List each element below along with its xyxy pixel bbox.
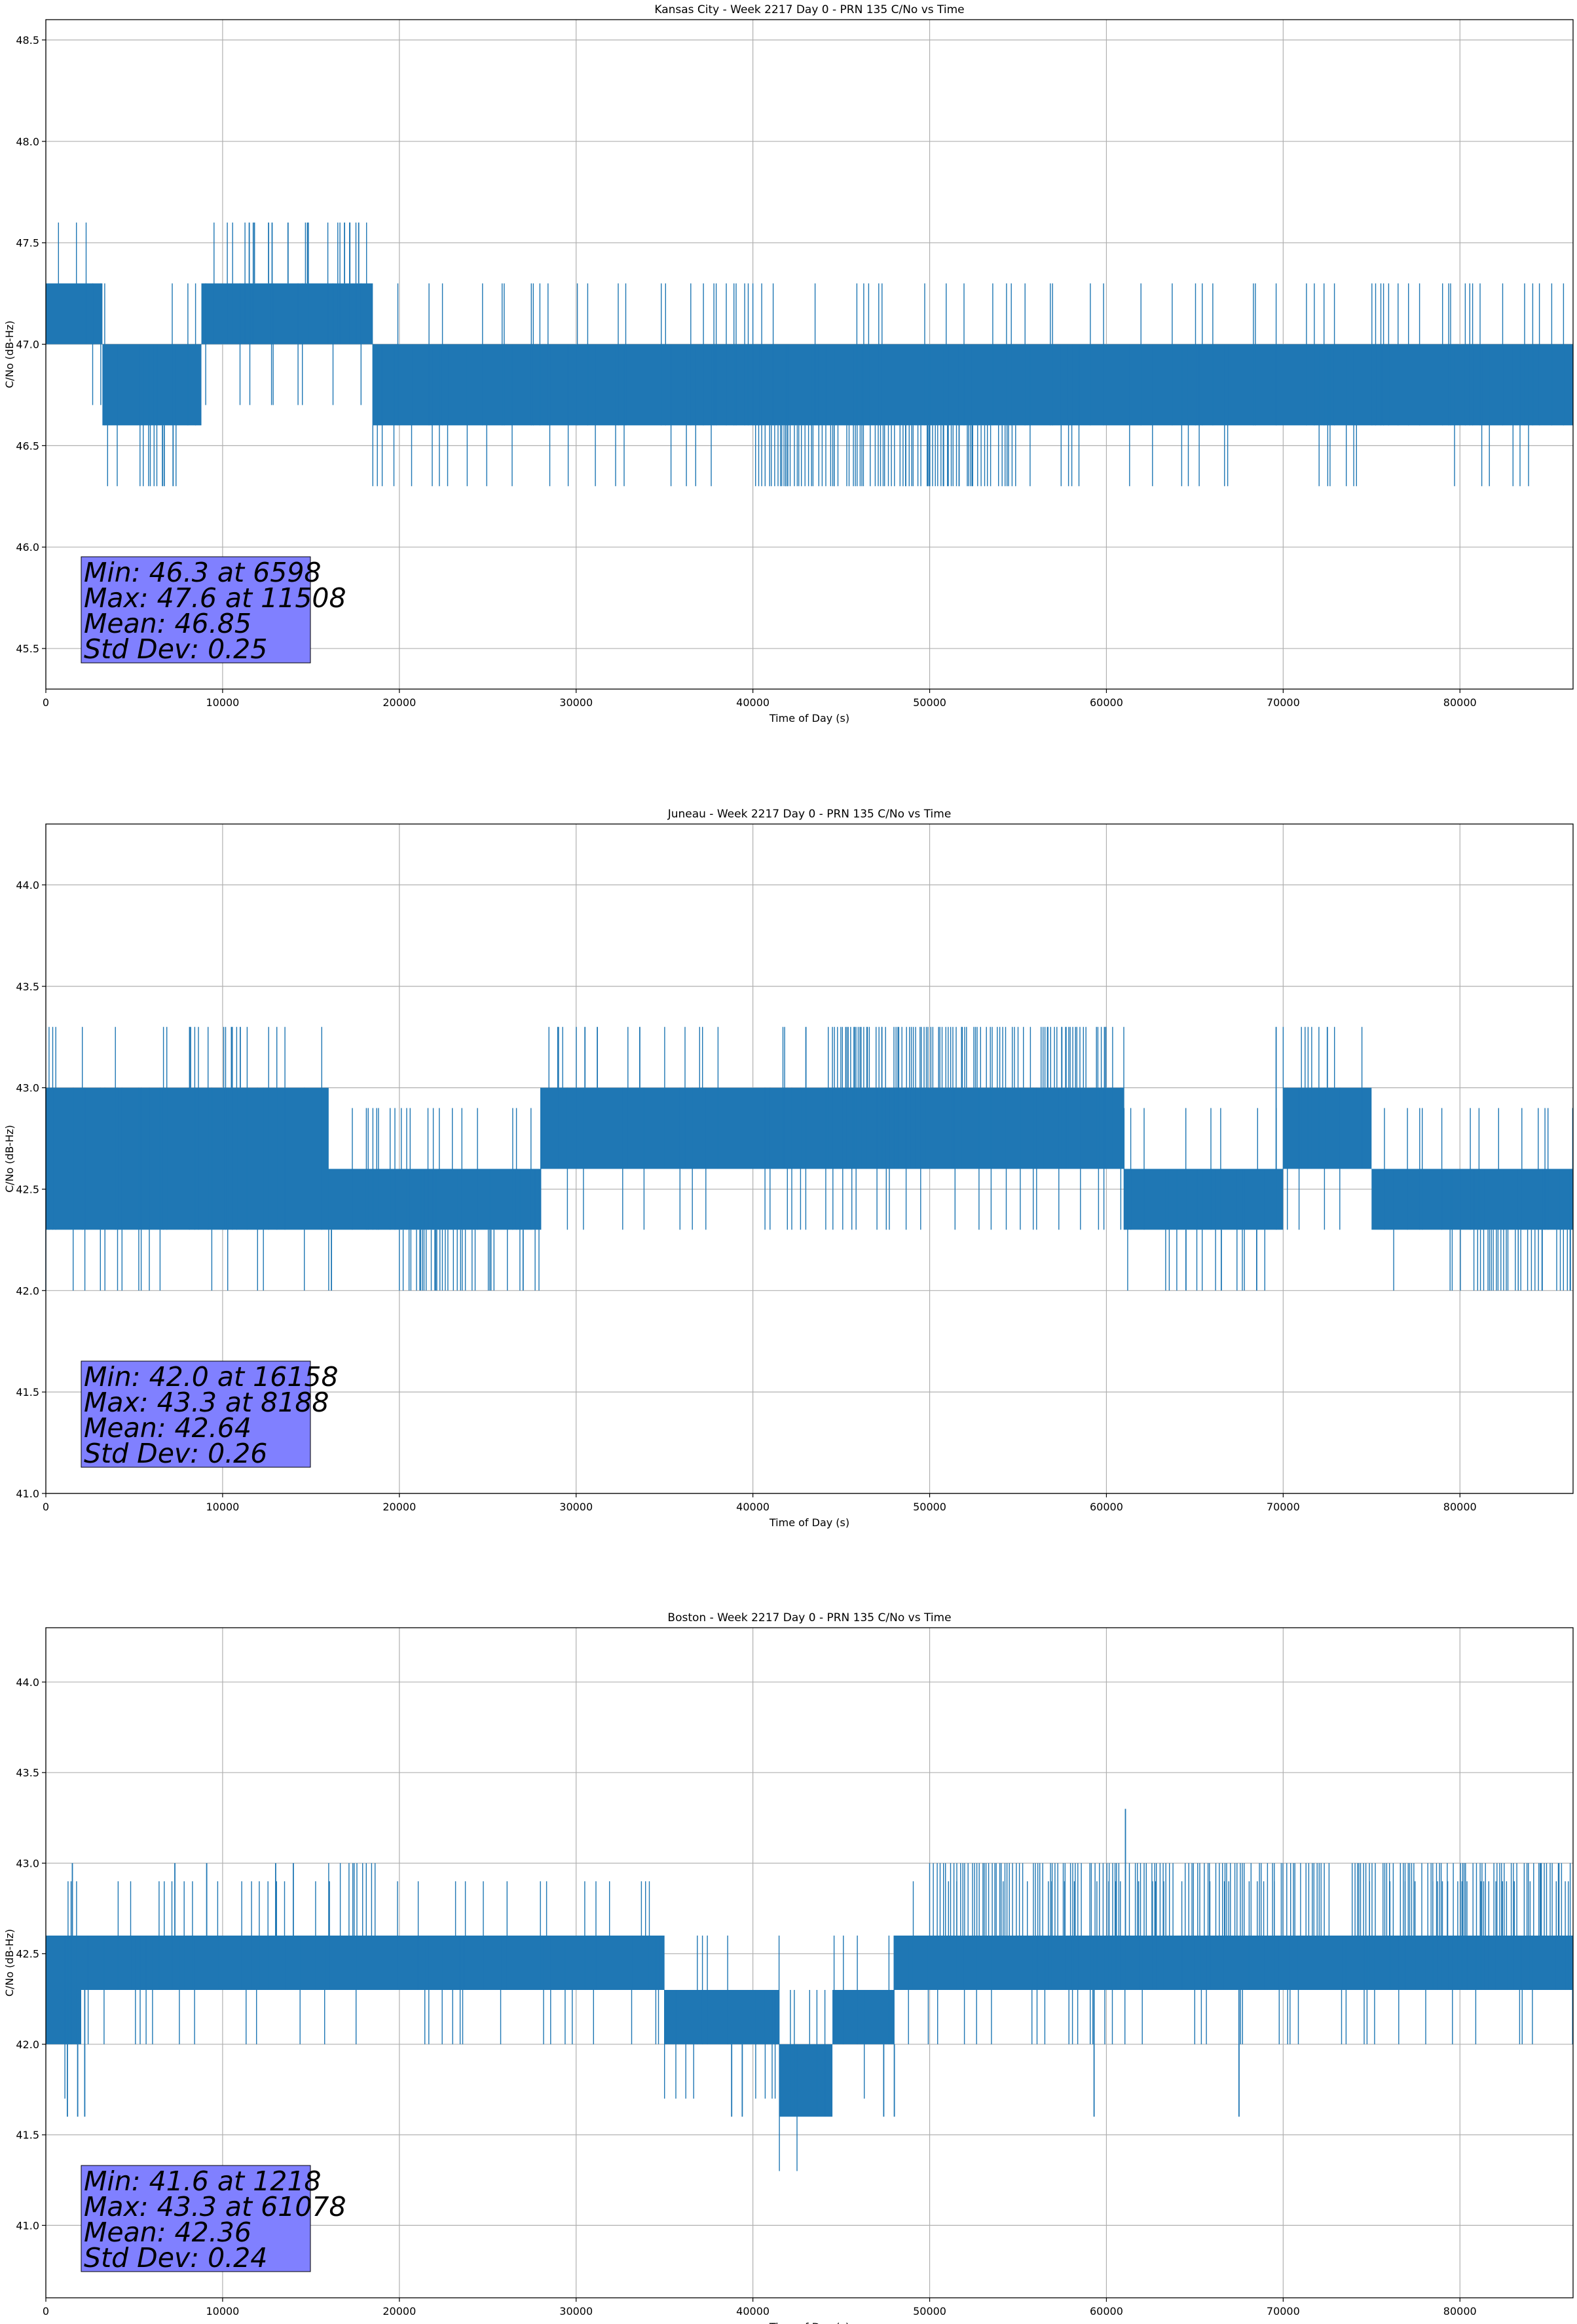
series-lowband2 [1477, 1229, 1571, 1291]
chart-title: Kansas City - Week 2217 Day 0 - PRN 135 … [654, 3, 964, 16]
y-axis-label: C/No (dB-Hz) [3, 320, 16, 388]
cno-series [45, 1026, 1574, 1291]
series-lowband [761, 425, 1016, 487]
x-tick-label: 80000 [1443, 696, 1477, 709]
series-noise [64, 1881, 1573, 2171]
y-tick-label: 42.0 [16, 2038, 39, 2051]
stats-line: Min: 46.3 at 6598 [84, 557, 322, 588]
x-tick-label: 30000 [559, 1501, 593, 1513]
plot-frame [45, 1627, 1574, 2298]
stats-box-background [81, 1360, 311, 1468]
chart-panel-1: 0 10000 20000 30000 40000 50000 60000 70000 8000… [3, 3, 1574, 724]
x-tick-label: 70000 [1267, 2305, 1300, 2317]
y-axis-label: C/No (dB-Hz) [3, 1125, 16, 1192]
cno-series [46, 1809, 1573, 2171]
stats-line: Max: 43.3 at 61078 [84, 2191, 346, 2222]
x-tick-label: 40000 [736, 1501, 770, 1513]
y-tick-label: 41.0 [16, 1488, 39, 1500]
plot-frame [45, 823, 1574, 1494]
x-tick-label: 50000 [913, 696, 946, 709]
stats-line: Mean: 42.36 [84, 2217, 251, 2248]
series-highband2 [929, 1863, 1571, 1936]
series-noise [58, 222, 1565, 487]
series-highband [328, 1863, 376, 1936]
x-tick-label: 30000 [559, 696, 593, 709]
y-tick-label: 46.5 [16, 440, 39, 452]
y-tick-label: 45.5 [16, 643, 39, 655]
stats-box-background [81, 556, 311, 664]
chart-title: Juneau - Week 2217 Day 0 - PRN 135 C/No … [667, 808, 952, 821]
x-tick-label: 60000 [1090, 696, 1123, 709]
x-tick-label: 60000 [1090, 1501, 1123, 1513]
x-tick-label: 0 [43, 696, 49, 709]
stats-line: Mean: 42.64 [84, 1412, 251, 1444]
plot-frame [45, 19, 1574, 690]
x-tick-label: 20000 [382, 1501, 416, 1513]
x-tick-label: 60000 [1090, 2305, 1123, 2317]
y-tick-label: 48.0 [16, 136, 39, 148]
stats-line: Min: 41.6 at 1218 [84, 2165, 322, 2197]
y-tick-label: 42.5 [16, 1183, 39, 1195]
stats-line: Mean: 46.85 [84, 608, 251, 639]
x-tick-label: 0 [43, 2305, 49, 2317]
x-tick-label: 0 [43, 1501, 49, 1513]
stats-line: Max: 47.6 at 11508 [84, 582, 346, 614]
y-tick-label: 41.0 [16, 2219, 39, 2232]
y-tick-label: 42.5 [16, 1948, 39, 1960]
stats-line: Std Dev: 0.26 [84, 1438, 267, 1469]
y-axis-label: C/No (dB-Hz) [3, 1929, 16, 1996]
y-tick-label: 41.5 [16, 2129, 39, 2141]
y-tick-label: 44.0 [16, 879, 39, 891]
x-tick-label: 30000 [559, 2305, 593, 2317]
stats-box-background [81, 2165, 311, 2272]
x-axis-label: Time of Day (s) [769, 712, 849, 724]
x-tick-label: 70000 [1267, 696, 1300, 709]
y-tick-label: 43.5 [16, 1767, 39, 1779]
cno-series [46, 222, 1573, 487]
y-tick-label: 47.5 [16, 237, 39, 250]
y-tick-label: 43.0 [16, 1857, 39, 1869]
y-tick-label: 42.0 [16, 1284, 39, 1297]
y-tick-label: 44.0 [16, 1676, 39, 1689]
x-tick-label: 80000 [1443, 1501, 1477, 1513]
x-tick-label: 50000 [913, 1501, 946, 1513]
series-spikes [67, 1809, 1560, 2117]
x-tick-label: 50000 [913, 2305, 946, 2317]
chart-title: Boston - Week 2217 Day 0 - PRN 135 C/No … [667, 1611, 951, 1624]
stats-line: Std Dev: 0.24 [84, 2242, 267, 2274]
series-spikes [162, 222, 360, 487]
x-tick-label: 40000 [736, 2305, 770, 2317]
y-tick-label: 46.0 [16, 541, 39, 553]
stats-line: Max: 43.3 at 8188 [84, 1387, 329, 1418]
x-tick-label: 10000 [206, 696, 239, 709]
chart-panel-2: 0 10000 20000 30000 40000 50000 60000 70000 8000… [3, 808, 1574, 1529]
stats-line: Std Dev: 0.25 [84, 633, 267, 665]
y-tick-label: 48.5 [16, 34, 39, 47]
y-tick-label: 43.0 [16, 1082, 39, 1095]
x-tick-label: 10000 [206, 2305, 239, 2317]
x-tick-label: 10000 [206, 1501, 239, 1513]
x-tick-label: 70000 [1267, 1501, 1300, 1513]
series-lowband [399, 1229, 494, 1291]
x-tick-label: 40000 [736, 696, 770, 709]
x-tick-label: 20000 [382, 696, 416, 709]
stats-line: Min: 42.0 at 16158 [84, 1361, 339, 1393]
series-core-band [46, 283, 1573, 426]
y-tick-label: 41.5 [16, 1386, 39, 1398]
chart-panel-3: 0 10000 20000 30000 40000 50000 60000 70000 8000… [3, 1611, 1574, 2324]
x-tick-label: 20000 [382, 2305, 416, 2317]
x-tick-label: 80000 [1443, 2305, 1477, 2317]
x-axis-label: Time of Day (s) [769, 2321, 849, 2324]
series-core-band [46, 1087, 1573, 1230]
y-tick-label: 43.5 [16, 981, 39, 993]
series-spikes [190, 1026, 1328, 1291]
y-tick-label: 47.0 [16, 339, 39, 351]
x-axis-label: Time of Day (s) [769, 1516, 849, 1529]
series-core-band [46, 1936, 1573, 2117]
series-highband [832, 1026, 1107, 1088]
